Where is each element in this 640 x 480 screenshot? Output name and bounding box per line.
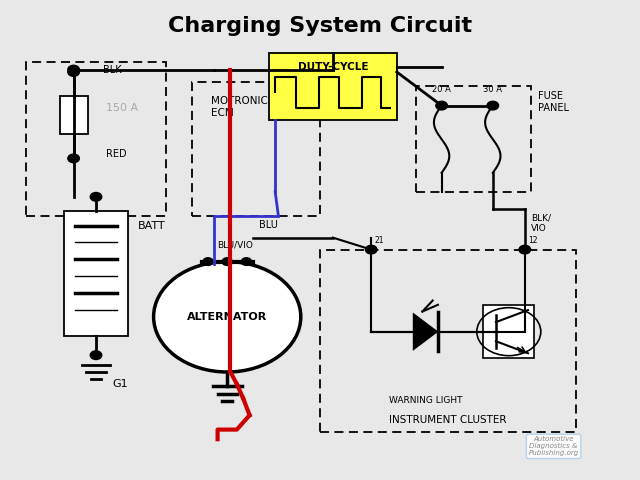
Text: ALTERNATOR: ALTERNATOR — [187, 312, 268, 322]
Circle shape — [365, 245, 377, 254]
Circle shape — [203, 258, 213, 265]
Circle shape — [487, 101, 499, 110]
Circle shape — [68, 68, 79, 76]
Text: 150 A: 150 A — [106, 103, 138, 113]
Text: DUTY-CYCLE: DUTY-CYCLE — [298, 62, 368, 72]
Circle shape — [222, 258, 232, 265]
Text: BATT: BATT — [138, 221, 165, 231]
Text: FUSE
PANEL: FUSE PANEL — [538, 91, 568, 113]
Text: INSTRUMENT CLUSTER: INSTRUMENT CLUSTER — [389, 415, 507, 425]
Circle shape — [436, 101, 447, 110]
FancyBboxPatch shape — [483, 305, 534, 358]
Text: Charging System Circuit: Charging System Circuit — [168, 16, 472, 36]
FancyBboxPatch shape — [269, 53, 397, 120]
Text: 12: 12 — [528, 236, 538, 245]
FancyBboxPatch shape — [60, 96, 88, 134]
Text: BLK: BLK — [102, 65, 122, 74]
Circle shape — [68, 154, 79, 163]
Text: RED: RED — [106, 149, 126, 158]
Text: 30 A: 30 A — [483, 84, 502, 94]
Text: 20 A: 20 A — [432, 84, 451, 94]
Circle shape — [68, 65, 79, 74]
Text: 21: 21 — [374, 236, 384, 245]
Text: WARNING LIGHT: WARNING LIGHT — [389, 396, 462, 405]
FancyBboxPatch shape — [64, 211, 128, 336]
Text: Automotive
Diagnostics &
Publishing.org: Automotive Diagnostics & Publishing.org — [529, 436, 579, 456]
Text: BLK/
VIO: BLK/ VIO — [531, 214, 551, 233]
Text: BLU: BLU — [259, 220, 278, 230]
Circle shape — [241, 258, 252, 265]
Polygon shape — [413, 312, 438, 351]
Circle shape — [90, 192, 102, 201]
Circle shape — [519, 245, 531, 254]
Text: G1: G1 — [112, 379, 127, 389]
Text: MOTRONIC
ECM: MOTRONIC ECM — [211, 96, 268, 118]
Circle shape — [90, 351, 102, 360]
Text: BLU/VIO: BLU/VIO — [218, 240, 253, 249]
Circle shape — [154, 262, 301, 372]
